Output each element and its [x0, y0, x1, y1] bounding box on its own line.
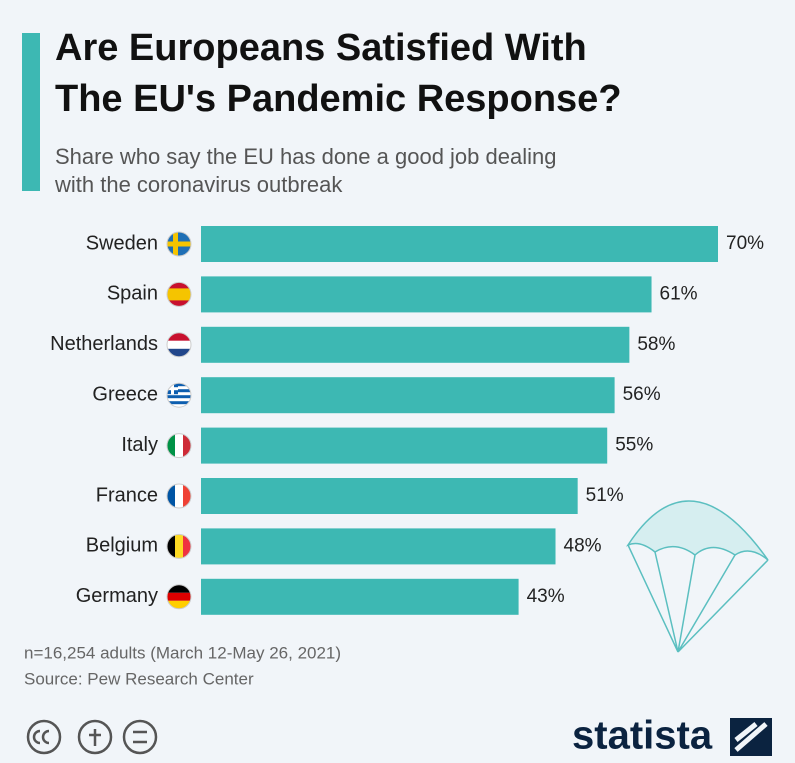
flag-stripe — [167, 433, 175, 458]
flag-stripe — [167, 401, 191, 405]
bar — [201, 478, 578, 514]
license-icons — [26, 719, 158, 755]
chart-subtitle: Share who say the EU has done a good job… — [55, 144, 556, 169]
bar — [201, 226, 718, 262]
flag-stripe — [175, 484, 183, 508]
chart-subtitle: with the coronavirus outbreak — [54, 172, 343, 197]
flag-stripe — [167, 395, 191, 399]
flag-border — [166, 382, 192, 408]
category-label: Sweden — [86, 232, 158, 254]
flag-stripe — [167, 387, 178, 391]
flag-stripe — [167, 288, 191, 301]
flag-border — [166, 281, 192, 307]
flag — [167, 584, 191, 609]
brand: statista — [572, 714, 713, 758]
chart-title: Are Europeans Satisfied With — [55, 27, 587, 69]
value-label: 43% — [527, 586, 565, 607]
flag — [167, 383, 191, 408]
flag-stripe — [175, 433, 183, 458]
flag-stripe — [167, 584, 191, 593]
flag-border — [166, 483, 192, 509]
bar — [201, 427, 608, 464]
parachute — [626, 500, 769, 653]
flag — [167, 332, 191, 357]
flag-stripe — [167, 241, 191, 247]
flag-stripe — [167, 389, 191, 393]
accent-bar — [22, 33, 40, 191]
flag-stripe — [167, 332, 191, 341]
bar — [201, 528, 556, 565]
value-label: 56% — [623, 384, 661, 405]
flag-border — [166, 231, 192, 257]
flag-border — [166, 433, 192, 459]
bar — [201, 377, 615, 414]
category-label: Italy — [121, 434, 158, 456]
category-label: Belgium — [86, 535, 158, 557]
value-label: 70% — [726, 233, 764, 254]
flag — [167, 232, 191, 256]
bar — [201, 326, 630, 363]
flag — [167, 282, 191, 307]
category-label: Greece — [92, 383, 158, 405]
flag — [167, 433, 191, 458]
flag-border — [166, 332, 192, 358]
flag-stripe — [183, 433, 191, 458]
value-label: 48% — [564, 535, 602, 556]
flag-stripe — [167, 383, 191, 387]
flag-stripe — [167, 592, 191, 601]
brand-logo — [730, 718, 772, 756]
flag-stripe — [183, 484, 191, 508]
flag-stripe — [183, 534, 191, 559]
chart-title: The EU's Pandemic Response? — [55, 78, 622, 120]
note: n=16,254 adults (March 12-May 26, 2021) — [24, 643, 341, 662]
flag-stripe — [167, 340, 191, 349]
value-label: 55% — [615, 435, 653, 456]
value-label: 51% — [586, 485, 624, 506]
category-label: Spain — [107, 283, 158, 305]
flag-stripe — [167, 348, 191, 357]
bar — [201, 578, 519, 615]
flag-stripe — [167, 600, 191, 609]
bar — [201, 276, 652, 313]
flag — [167, 484, 191, 508]
source: Source: Pew Research Center — [24, 669, 254, 688]
flag-stripe — [175, 534, 183, 559]
flag — [167, 534, 191, 559]
flag-border — [166, 584, 192, 610]
flag-stripe — [167, 534, 175, 559]
value-label: 61% — [660, 283, 698, 304]
category-label: Netherlands — [50, 333, 158, 355]
category-label: Germany — [76, 585, 158, 607]
category-label: France — [96, 484, 158, 506]
flag-border — [166, 533, 192, 559]
value-label: 58% — [637, 334, 675, 355]
flag-stripe — [167, 484, 175, 508]
